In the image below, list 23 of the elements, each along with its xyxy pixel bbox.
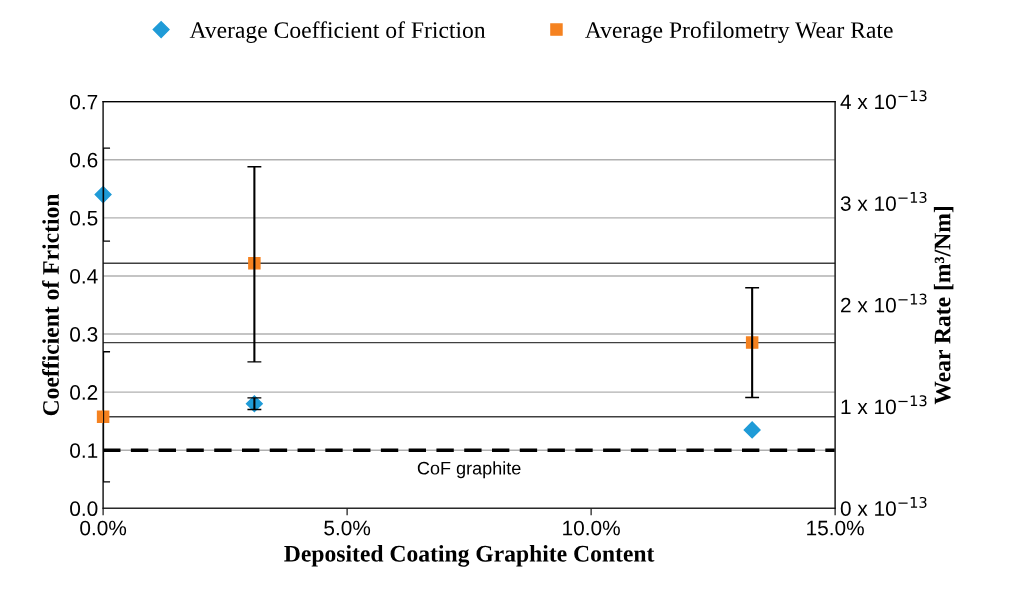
y-tick-label: 0.6 bbox=[70, 152, 98, 168]
y-tick-label: 0.5 bbox=[70, 210, 98, 226]
y-axis-title: Coefficient of Friction bbox=[42, 193, 59, 416]
y-tick-label: 0.4 bbox=[70, 268, 98, 284]
x-axis-title: Deposited Coating Graphite Content bbox=[284, 545, 655, 567]
y2-tick-label: 2 x 10$^{−13}$ bbox=[841, 293, 927, 313]
y-tick-label: 0.0 bbox=[70, 501, 98, 517]
x-tick-label: 5.0% bbox=[324, 520, 371, 536]
y2-axis-title: Wear Rate [m³/Nm] bbox=[933, 207, 954, 405]
x-tick-label: 0.0% bbox=[80, 520, 127, 536]
x-tick-label: 10.0% bbox=[563, 520, 620, 536]
y-tick-label: 0.3 bbox=[70, 327, 98, 342]
y2-tick-label: 1 x 10$^{−13}$ bbox=[841, 395, 927, 415]
ref-line-label: CoF graphite bbox=[417, 461, 521, 479]
legend-label: Average Coefficient of Friction bbox=[189, 21, 486, 43]
legend-label: Average Profilometry Wear Rate bbox=[585, 21, 893, 43]
y-tick-label: 0.7 bbox=[70, 94, 98, 110]
y-tick-label: 0.1 bbox=[70, 443, 98, 458]
y2-tick-label: 4 x 10$^{−13}$ bbox=[840, 90, 927, 110]
y-tick-label: 0.2 bbox=[70, 385, 98, 400]
y2-tick-label: 3 x 10$^{−13}$ bbox=[840, 191, 927, 211]
y2-tick-label: 0 x 10$^{−13}$ bbox=[840, 496, 927, 516]
x-tick-label: 15.0% bbox=[807, 520, 864, 536]
